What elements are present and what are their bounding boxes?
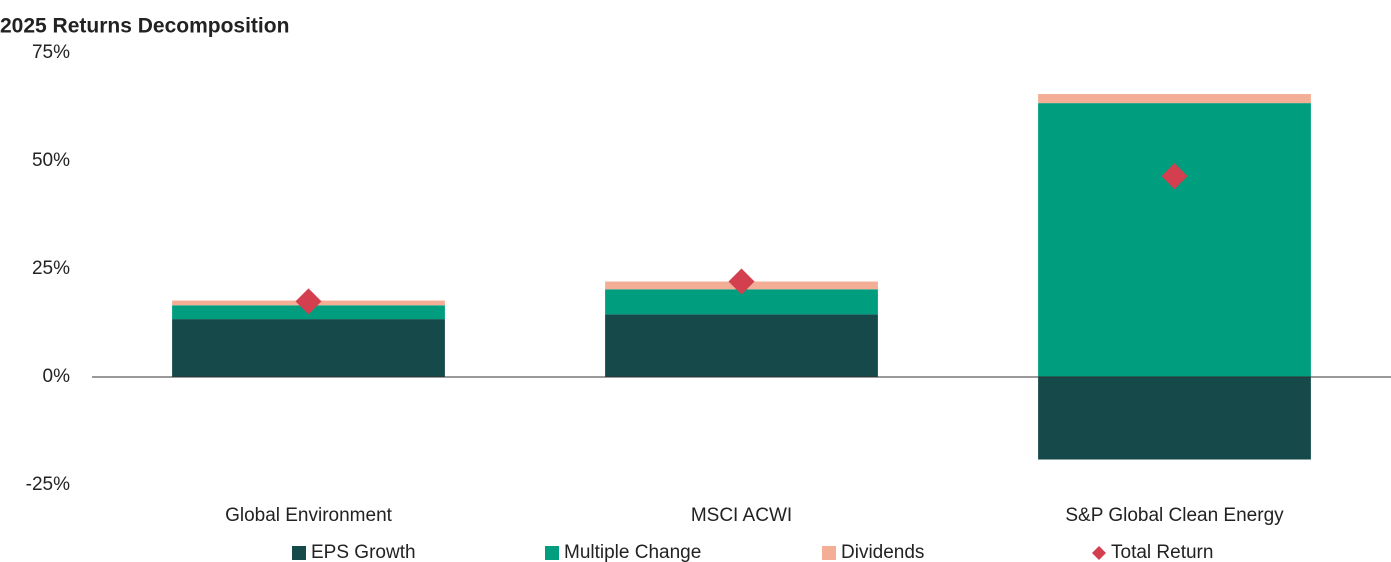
legend-label: Multiple Change xyxy=(564,542,701,562)
x-tick-label: MSCI ACWI xyxy=(691,505,792,526)
legend-label: Dividends xyxy=(841,542,924,562)
legend-marker xyxy=(545,546,559,560)
y-tick-label: -25% xyxy=(26,474,70,495)
x-tick-label: Global Environment xyxy=(225,505,393,526)
bar-segment xyxy=(1038,103,1311,377)
total-marker xyxy=(1161,163,1188,190)
y-tick-label: 0% xyxy=(43,366,71,387)
total-marker xyxy=(728,268,755,295)
y-tick-label: 50% xyxy=(32,150,70,171)
legend-marker xyxy=(822,546,836,560)
legend-marker xyxy=(292,546,306,560)
bar-segment xyxy=(1038,377,1311,460)
legend-marker xyxy=(1092,546,1106,560)
x-tick-label: S&P Global Clean Energy xyxy=(1065,505,1284,526)
total-marker xyxy=(295,288,322,315)
bar-segment xyxy=(1038,94,1311,104)
y-tick-label: 25% xyxy=(32,258,70,279)
bar-segment xyxy=(172,319,445,377)
y-tick-label: 75% xyxy=(32,42,70,63)
bar-segment xyxy=(605,314,878,377)
legend-label: Total Return xyxy=(1111,542,1213,562)
legend-label: EPS Growth xyxy=(311,542,416,562)
chart-title: 2025 Returns Decomposition xyxy=(0,15,289,38)
